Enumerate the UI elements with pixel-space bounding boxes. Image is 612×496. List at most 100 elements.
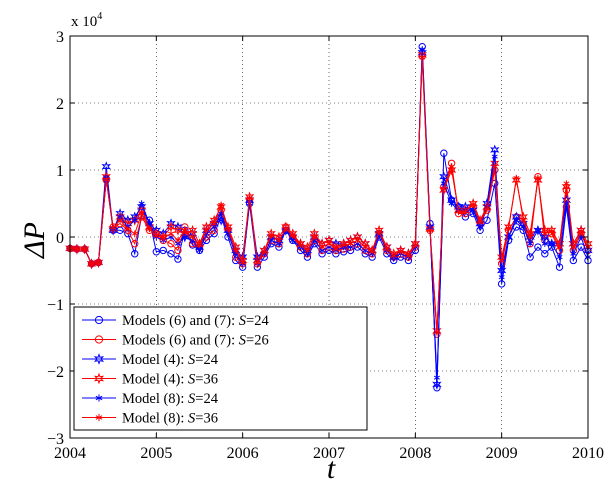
data-point-circle: [131, 240, 139, 248]
data-point-asterisk: [131, 230, 138, 237]
data-point-asterisk: [470, 201, 477, 209]
data-point-asterisk: [362, 243, 369, 251]
data-point-star: [79, 243, 90, 255]
data-point-asterisk: [203, 227, 210, 234]
x-tick-label: 2007: [313, 445, 345, 462]
x-tick-label: 2009: [486, 445, 518, 462]
legend-box: [73, 306, 368, 431]
data-point-asterisk: [325, 240, 333, 247]
data-point-asterisk: [491, 163, 498, 170]
data-point-asterisk: [433, 328, 440, 336]
ticks: 2004 2005 2006 2007 2008 2009 2010 −3 −2 −1 0 1 2 3: [47, 29, 604, 462]
x-tick-label: 2010: [572, 445, 604, 462]
data-point-asterisk: [376, 228, 383, 235]
data-point-star: [547, 238, 557, 250]
data-point-asterisk: [570, 250, 577, 257]
legend-item: Model (8): S=36: [82, 411, 218, 427]
data-point-asterisk: [513, 174, 520, 182]
data-point-asterisk: [196, 241, 203, 249]
data-point-asterisk: [110, 224, 117, 231]
data-point-circle: [174, 255, 182, 263]
data-point-asterisk: [390, 252, 397, 259]
data-point-asterisk: [448, 200, 455, 207]
data-point-asterisk: [95, 413, 103, 422]
legend: Models (6) and (7): S=24 Models (6) and (…: [73, 306, 368, 431]
x-tick-label: 2005: [140, 445, 172, 462]
data-point-asterisk: [160, 235, 167, 242]
data-point-asterisk: [527, 233, 534, 241]
data-point-asterisk: [527, 240, 534, 247]
data-point-asterisk: [419, 46, 426, 53]
data-point-star: [108, 223, 118, 235]
data-point-asterisk: [541, 240, 548, 247]
data-point-asterisk: [455, 208, 462, 215]
data-point-asterisk: [433, 374, 440, 381]
data-point-asterisk: [275, 237, 282, 244]
data-point-asterisk: [491, 153, 498, 160]
data-point-asterisk: [347, 240, 354, 247]
data-point-asterisk: [138, 200, 145, 207]
data-point-asterisk: [534, 227, 541, 234]
data-point-asterisk: [153, 232, 160, 239]
y-tick-label: 2: [56, 96, 64, 113]
data-point-circle: [541, 250, 549, 258]
data-point-asterisk: [319, 243, 326, 251]
x-tick-label: 2008: [399, 445, 431, 462]
y-tick-label: 1: [56, 163, 64, 180]
legend-item: Models (6) and (7): S=26: [82, 333, 269, 349]
data-point-asterisk: [289, 232, 296, 239]
data-point-asterisk: [556, 243, 563, 251]
data-point-star: [173, 224, 183, 236]
data-point-asterisk: [332, 245, 339, 253]
data-point-star: [446, 164, 457, 176]
data-point-circle: [167, 240, 175, 248]
data-point-asterisk: [563, 180, 570, 187]
data-point-asterisk: [189, 233, 196, 241]
legend-item: Model (4): S=36: [82, 372, 218, 388]
data-point-circle: [131, 250, 139, 258]
data-point-asterisk: [131, 217, 138, 224]
data-point-circle: [555, 263, 564, 271]
data-point-asterisk: [174, 237, 181, 244]
data-point-asterisk: [268, 232, 275, 239]
data-point-asterisk: [520, 217, 527, 224]
data-point-asterisk: [81, 245, 88, 253]
data-point-circle: [94, 335, 104, 344]
y-multiplier-exponent: 4: [97, 11, 102, 22]
data-point-star: [93, 257, 104, 268]
data-point-circle: [497, 280, 506, 288]
legend-item: Model (4): S=24: [82, 352, 219, 368]
data-point-asterisk: [239, 259, 246, 266]
data-point-asterisk: [383, 245, 390, 253]
data-point-asterisk: [570, 243, 577, 251]
data-point-asterisk: [297, 241, 304, 249]
data-point-asterisk: [211, 220, 218, 227]
legend-item: Models (6) and (7): S=24: [82, 313, 269, 329]
data-point-asterisk: [498, 257, 505, 264]
data-point-circle: [483, 216, 491, 224]
data-point-asterisk: [354, 237, 361, 244]
data-point-asterisk: [556, 253, 563, 261]
series-group: [65, 43, 593, 392]
data-point-asterisk: [304, 247, 311, 254]
x-tick-label: 2006: [227, 445, 259, 462]
data-point-asterisk: [146, 225, 153, 233]
data-point-star: [533, 174, 543, 186]
data-point-circle: [152, 248, 161, 256]
legend-label: Model (8): S=24: [122, 391, 219, 407]
data-point-asterisk: [477, 219, 484, 226]
data-point-asterisk: [73, 245, 80, 253]
data-point-circle: [569, 256, 578, 265]
data-point-asterisk: [412, 241, 419, 249]
data-point-star: [86, 258, 97, 270]
data-point-asterisk: [483, 205, 491, 213]
data-point-star: [561, 181, 572, 193]
data-point-circle: [174, 246, 182, 255]
data-point-circle: [159, 246, 167, 255]
data-point-star: [101, 161, 111, 173]
data-point-circle: [526, 253, 534, 261]
y-tick-label: −1: [47, 297, 64, 314]
data-point-asterisk: [548, 240, 555, 247]
legend-label: Model (4): S=24: [122, 352, 219, 368]
y-axis-label: ΔP: [18, 222, 51, 259]
